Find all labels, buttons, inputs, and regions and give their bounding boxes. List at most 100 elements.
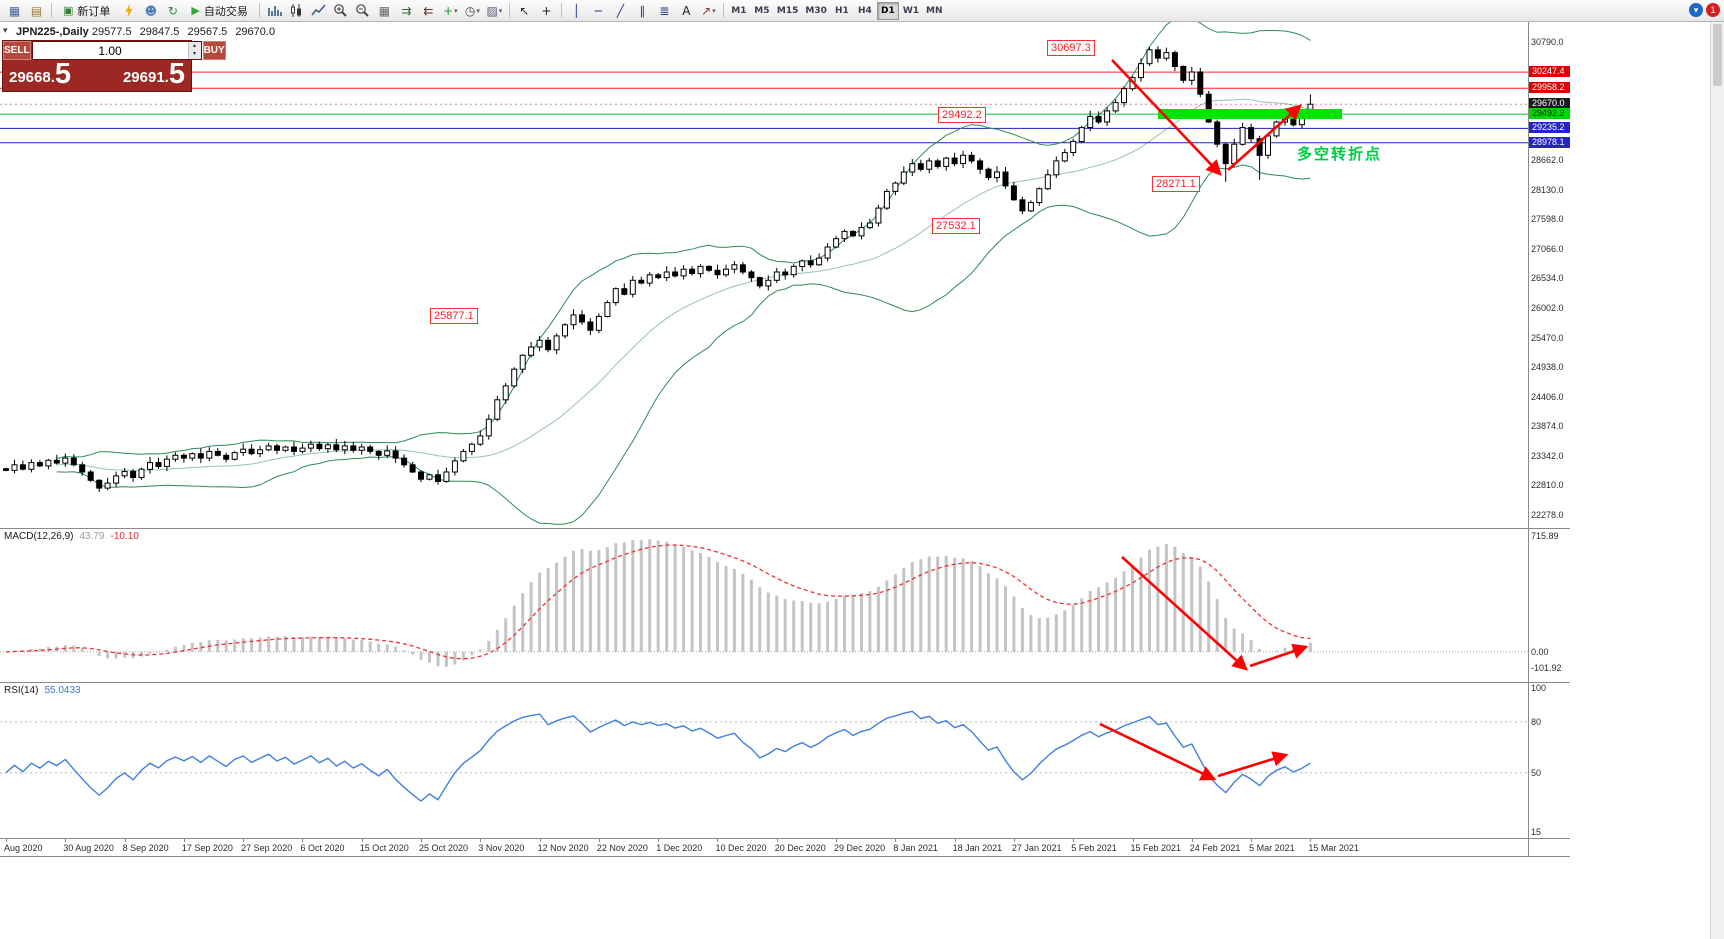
auto-scroll-icon[interactable]: ⇉ [396,1,417,20]
macd-panel-divider[interactable] [0,528,1570,529]
time-axis-label: 3 Nov 2020 [478,843,525,853]
price-annotation-label[interactable]: 27532.1 [932,218,980,234]
bar-chart-mode-icon[interactable] [264,1,285,20]
new-chart-icon[interactable]: ▦ [4,1,25,20]
timeframe-m1[interactable]: M1 [728,2,750,20]
time-axis-tick [243,838,245,842]
time-axis-label: 29 Dec 2020 [834,843,886,853]
cursor-icon-glyph: ↖ [519,3,530,18]
text-tool-icon[interactable]: A [676,1,697,20]
timeframe-h1[interactable]: H1 [831,2,853,20]
macd-panel-canvas[interactable] [0,528,1528,682]
timeframe-w1[interactable]: W1 [900,2,922,20]
profiles-icon[interactable]: ▤ [26,1,47,20]
timeframe-m15[interactable]: M15 [774,2,801,20]
periods-button[interactable]: ◷ ▾ [462,1,483,20]
crosshair-icon-glyph: + [541,3,552,18]
refresh-icon[interactable]: ↻ [162,1,183,20]
ohlc-low: 29567.5 [187,26,228,38]
volume-up-button[interactable]: ▴ [188,42,201,51]
zoom-in-icon[interactable] [330,1,351,20]
time-axis-label: 27 Jan 2021 [1011,843,1062,853]
time-axis-label: 10 Dec 2020 [715,843,767,853]
rsi-panel-divider[interactable] [0,682,1570,683]
channel-icon-glyph: ∥ [639,3,646,18]
toolbar-separator [51,3,52,18]
time-axis-label: 8 Sep 2020 [122,843,169,853]
horizontal-line-icon[interactable]: ─ [588,1,609,20]
macd-axis-label: 0.00 [1531,646,1549,657]
crosshair-icon[interactable]: + [536,1,557,20]
sell-button[interactable]: SELL [3,41,31,60]
candlestick-series [3,46,1314,492]
price-badge: 29670.0 [1529,98,1570,110]
arrows-tool-icon[interactable]: ↗ ▾ [698,1,719,20]
price-axis-label: 23342.0 [1531,450,1564,461]
time-axis-label: 12 Nov 2020 [537,843,589,853]
time-axis-tick [1132,838,1134,842]
vertical-scrollbar[interactable] [1710,22,1724,939]
price-annotation-label[interactable]: 28271.1 [1152,176,1200,192]
alert-status-icon[interactable]: 1 [1706,3,1720,17]
trendline-icon[interactable]: ╱ [610,1,631,20]
timeframe-mn[interactable]: MN [923,2,946,20]
dropdown-arrow-icon: ▾ [454,6,458,15]
timeframe-m30[interactable]: M30 [802,2,829,20]
rsi-axis-label: 15 [1531,827,1542,837]
time-axis-tick [1310,838,1312,842]
time-axis-tick [836,838,838,842]
time-axis-label: 15 Oct 2020 [359,843,409,853]
add-indicator-button[interactable]: + ▾ [440,1,461,20]
horizontal-level-lines[interactable] [0,71,1528,144]
time-axis-tick [1013,838,1015,842]
price-axis-label: 26534.0 [1531,273,1564,284]
trade-panel-prices: 29668. 5 29691. 5 [3,60,191,91]
time-axis-tick [895,838,897,842]
chart-title: JPN225-,Daily [16,26,89,38]
channel-icon[interactable]: ∥ [632,1,653,20]
rsi-panel-canvas[interactable] [0,682,1528,838]
time-axis-label: 30 Aug 2020 [63,843,114,853]
price-annotation-label[interactable]: 30697.3 [1047,40,1095,56]
volume-input[interactable] [32,42,188,59]
price-axis-label: 27598.0 [1531,214,1564,225]
rsi-indicator-label: RSI(14) 55.0433 [4,685,81,696]
time-axis-label: 15 Mar 2021 [1308,843,1359,853]
support-zone-rectangle[interactable] [1158,109,1342,119]
candlestick-mode-icon[interactable] [286,1,307,20]
dropdown-arrow-icon: ▾ [476,6,480,15]
price-annotation-label[interactable]: 29492.2 [938,107,986,123]
price-annotation-label[interactable]: 25877.1 [430,308,478,324]
templates-button[interactable]: ▨ ▾ [484,1,505,20]
metaeditor-lightning-icon[interactable] [118,1,139,20]
time-axis-tick [183,838,185,842]
cursor-icon[interactable]: ↖ [514,1,535,20]
autotrading-button[interactable]: ▶ 自动交易 [184,1,254,20]
ohlc-high: 29847.5 [139,26,180,38]
vertical-line-icon[interactable]: │ [566,1,587,20]
time-axis-label: 20 Dec 2020 [774,843,826,853]
line-chart-mode-icon[interactable] [308,1,329,20]
price-axis-label: 22278.0 [1531,509,1564,520]
timeframe-h4[interactable]: H4 [854,2,876,20]
chart-shift-icon[interactable]: ⇇ [418,1,439,20]
volume-down-button[interactable]: ▾ [188,50,201,59]
tile-windows-icon-glyph: ▦ [378,3,391,18]
zoom-out-icon[interactable] [352,1,373,20]
new-order-button[interactable]: ▣ 新订单 [56,1,117,20]
main-chart-canvas[interactable] [0,22,1528,528]
price-badge: 29492.2 [1529,108,1570,120]
timeframe-d1[interactable]: D1 [876,1,899,20]
time-axis-tick [598,838,600,842]
community-icon[interactable]: ☻ [140,1,161,20]
periods-button-glyph: ◷ [464,3,476,18]
scrollbar-thumb[interactable] [1713,24,1722,86]
fibonacci-icon[interactable]: ≣ [654,1,675,20]
time-axis-tick [361,838,363,842]
community-status-icon[interactable]: ▾ [1689,3,1703,17]
buy-button[interactable]: BUY [202,41,226,60]
timeframe-m5[interactable]: M5 [751,2,773,20]
trade-panel-collapse-icon[interactable]: ▾ [3,25,8,35]
tile-windows-icon[interactable]: ▦ [374,1,395,20]
price-badge: 29235.2 [1529,122,1570,134]
